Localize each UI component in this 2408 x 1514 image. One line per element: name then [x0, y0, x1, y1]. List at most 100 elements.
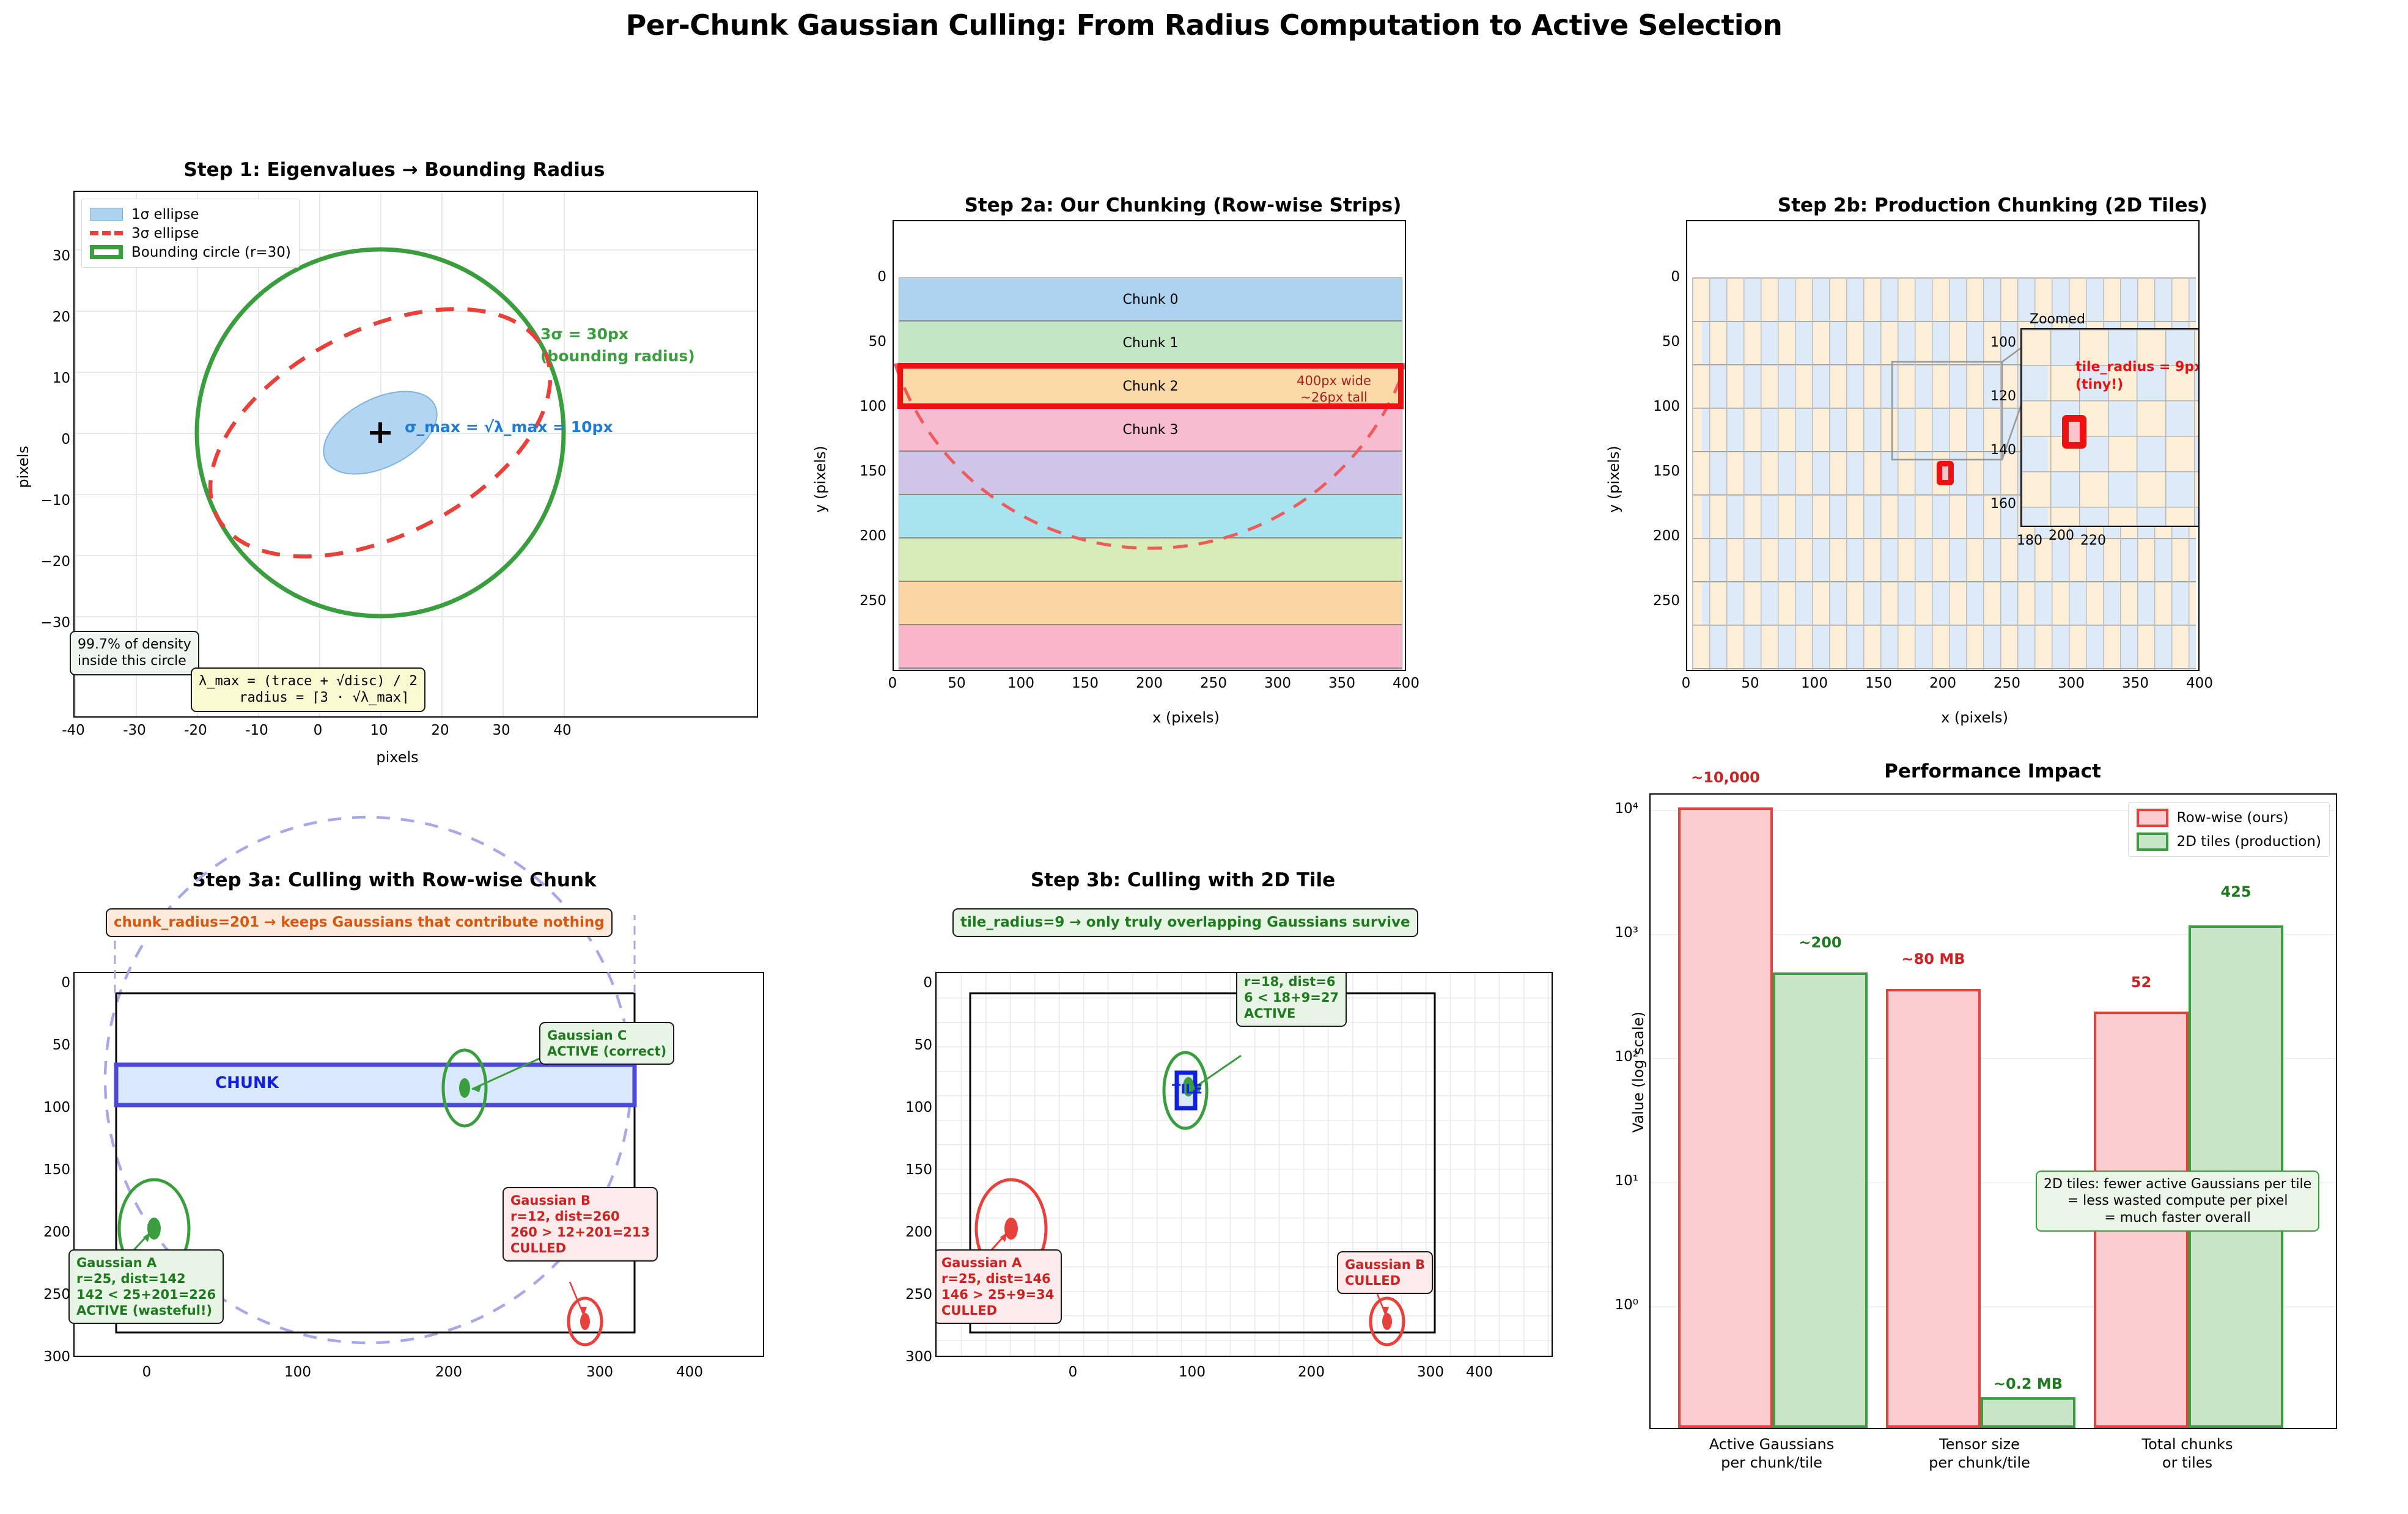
panel2b-ytick-5: 250 [1653, 593, 1680, 609]
chunk-strip-5 [899, 494, 1402, 538]
chart-gridline-1e3 [1651, 934, 2336, 935]
panel2a-xtick-8: 400 [1393, 675, 1419, 691]
panel3b-banner: tile_radius=9 → only truly overlapping G… [952, 908, 1418, 937]
legend-row-3sigma: 3σ ellipse [90, 224, 291, 243]
inset-ytick-2: 140 [1990, 443, 2016, 458]
panel3a-xtick-1: 100 [284, 1364, 311, 1380]
tile-band-label: TILE [1172, 1082, 1202, 1097]
bar-2dtiles-tensor-size [1981, 1397, 2075, 1428]
panel3b-ytick-1: 50 [914, 1037, 932, 1053]
panel2b-xtick-6: 300 [2058, 675, 2085, 691]
panel2b-axes: Zoomed 100 120 140 160 180 200 220 tile_… [1686, 220, 2200, 671]
panel-step2b: Step 2b: Production Chunking (2D Tiles) … [1577, 183, 2408, 733]
panel2b-xtick-1: 50 [1741, 675, 1759, 691]
panel2a-ytick-3: 150 [860, 463, 886, 479]
panel1-xtick-5: 10 [370, 722, 388, 738]
panel1-axes: 1σ ellipse 3σ ellipse Bounding circle (r… [70, 191, 758, 718]
legend-row-2dtiles: 2D tiles (production) [2136, 832, 2321, 851]
panel2b-ytick-1: 50 [1662, 334, 1680, 350]
panel2a-xtick-3: 150 [1072, 675, 1099, 691]
panel3a-xtick-0: 0 [142, 1364, 152, 1380]
panel3b-title: Step 3b: Culling with 2D Tile [1030, 869, 1336, 891]
chart-gridline-1e4 [1651, 810, 2336, 811]
chunk-strip-0 [899, 277, 1402, 321]
panel2a-xtick-1: 50 [948, 675, 966, 691]
gaussian-b-box-3b: Gaussian B CULLED [1337, 1251, 1433, 1295]
ann-formula-box: λ_max = (trace + √disc) / 2 radius = ⌈3 … [191, 667, 425, 712]
panel1-ytick-3: 0 [61, 432, 70, 447]
bar-label-rowwise-total-chunks: 52 [2130, 974, 2152, 991]
inset-tile-grid-lines [2022, 329, 2198, 526]
panel1-xtick-3: -10 [245, 722, 268, 738]
panel1-ytick-0: 30 [52, 248, 70, 264]
panel3b-ytick-3: 150 [905, 1162, 932, 1178]
bar-label-rowwise-active-gaussians: ~10,000 [1691, 769, 1760, 786]
panel3a-ytick-6: 300 [43, 1349, 70, 1365]
chart-category-1: Tensor size per chunk/tile [1857, 1435, 2102, 1472]
chart-takeaway-annotation: 2D tiles: fewer active Gaussians per til… [2036, 1170, 2320, 1232]
legend-label-bounding: Bounding circle (r=30) [131, 244, 291, 260]
ann-three-sigma-line2: (bounding radius) [540, 347, 695, 365]
bounding-circle-swatch-icon [90, 245, 123, 259]
one-sigma-swatch-icon [90, 208, 123, 221]
panel2a-ytick-5: 250 [860, 593, 886, 609]
panel2b-title: Step 2b: Production Chunking (2D Tiles) [1777, 194, 2208, 216]
chart-category-label-0: Active Gaussians per chunk/tile [1709, 1436, 1835, 1471]
panel1-xtick-8: 40 [553, 722, 572, 738]
panel3a-xtick-4: 400 [676, 1364, 703, 1380]
inset-gaussian-marker [2062, 415, 2086, 449]
bar-2dtiles-active-gaussians [1773, 972, 1868, 1428]
chart-category-2: Total chunks or tiles [2065, 1435, 2310, 1472]
chunk-strip-9 [899, 668, 1402, 670]
inset-axes: tile_radius = 9px (tiny!) [2020, 328, 2198, 527]
panel3b-axes: TILE Gaussian C r=18, dist=6 6 < 18+9=27… [935, 972, 1553, 1357]
center-marker [370, 422, 391, 443]
legend-label-1sigma: 1σ ellipse [131, 206, 199, 222]
panel2a-xtick-6: 300 [1264, 675, 1291, 691]
panel1-xtick-1: -30 [123, 722, 146, 738]
panel2a-title: Step 2a: Our Chunking (Row-wise Strips) [964, 194, 1402, 216]
panel-step1: Step 1: Eigenvalues → Bounding Radius pi… [0, 153, 789, 770]
panel2b-xlabel: x (pixels) [1941, 709, 2008, 726]
panel2b-ytick-3: 150 [1653, 463, 1680, 479]
bar-rowwise-active-gaussians [1678, 807, 1773, 1428]
panel2b-xtick-2: 100 [1801, 675, 1828, 691]
panel1-title: Step 1: Eigenvalues → Bounding Radius [183, 159, 605, 181]
panel1-xtick-2: -20 [184, 722, 207, 738]
panel2a-axes: Chunk 0 Chunk 1 Chunk 2 Chunk 3 400px wi… [893, 220, 1406, 671]
panel1-ytick-1: 20 [52, 309, 70, 325]
panel2b-xtick-7: 350 [2122, 675, 2149, 691]
figure-title: Per-Chunk Gaussian Culling: From Radius … [625, 9, 1783, 42]
chunk-label-3: Chunk 3 [1122, 422, 1179, 438]
gaussian-marker-main [1937, 461, 1954, 485]
panel2a-ylabel: y (pixels) [812, 446, 829, 513]
panel3b-ytick-6: 300 [905, 1349, 932, 1365]
panel3b-xtick-0: 0 [1068, 1364, 1078, 1380]
three-sigma-ellipse [208, 307, 553, 559]
chart-legend: Row-wise (ours) 2D tiles (production) [2127, 802, 2330, 857]
panel2b-xtick-3: 150 [1865, 675, 1892, 691]
chart-ytick-1: 10¹ [1615, 1173, 1639, 1189]
panel-step3b: Step 3b: Culling with 2D Tile 0 50 100 1… [789, 856, 1577, 1514]
panel1-xtick-7: 30 [492, 722, 510, 738]
twodtiles-swatch-icon [2136, 832, 2168, 851]
panel2b-ytick-2: 100 [1653, 399, 1680, 414]
chunk-strip-4 [899, 451, 1402, 494]
chunk-strip-1 [899, 321, 1402, 364]
inset-ytick-1: 120 [1990, 389, 2016, 404]
panel2a-xtick-2: 100 [1007, 675, 1034, 691]
panel-step2a: Step 2a: Our Chunking (Row-wise Strips) … [789, 183, 1577, 733]
panel1-xlabel: pixels [376, 749, 419, 766]
inset-ytick-3: 160 [1990, 496, 2016, 512]
panel3a-title: Step 3a: Culling with Row-wise Chunk [192, 869, 597, 891]
panel3a-xtick-2: 200 [435, 1364, 462, 1380]
chart-ytick-3: 10³ [1615, 925, 1639, 941]
bar-label-2dtiles-active-gaussians: ~200 [1799, 934, 1842, 951]
panel3a-ytick-3: 150 [43, 1162, 70, 1178]
chart-category-label-1: Tensor size per chunk/tile [1929, 1436, 2030, 1471]
panel2a-gaussian-outline [894, 354, 1405, 550]
chunk-band-label: CHUNK [215, 1074, 279, 1092]
panel3a-ytick-5: 250 [43, 1287, 70, 1303]
gaussian-b-box-3a: Gaussian B r=12, dist=260 260 > 12+201=2… [503, 1187, 658, 1262]
chunk-strip-6 [899, 538, 1402, 581]
